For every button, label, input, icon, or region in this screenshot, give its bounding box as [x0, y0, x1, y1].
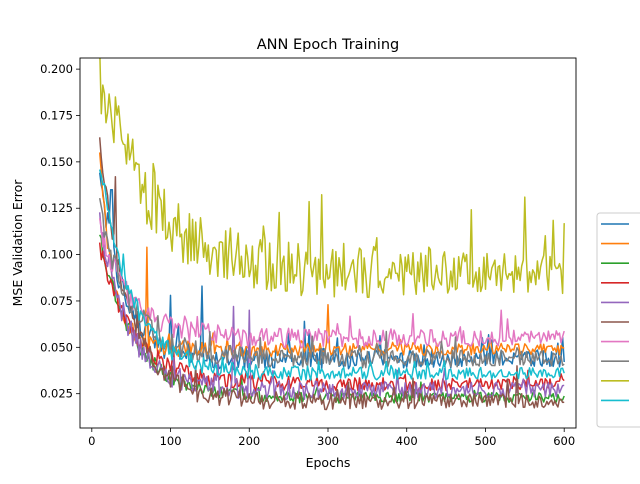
- y-tick-label: 0.200: [40, 62, 73, 76]
- series-line-9: [99, 58, 565, 299]
- x-tick-label: 0: [88, 434, 95, 448]
- legend-frame: [596, 212, 640, 428]
- x-tick-label: 200: [238, 434, 260, 448]
- x-axis-label: Epochs: [306, 455, 351, 470]
- y-tick-label: 0.150: [40, 155, 73, 169]
- y-axis-label: MSE Validation Error: [10, 179, 25, 307]
- series-layer: [98, 58, 565, 411]
- series-line-8: [98, 197, 565, 369]
- chart-title: ANN Epoch Training: [257, 37, 399, 53]
- y-tick-label: 0.075: [40, 294, 73, 308]
- legend: [596, 212, 640, 428]
- x-tick-label: 100: [160, 434, 182, 448]
- y-tick-label: 0.025: [40, 387, 73, 401]
- y-tick-label: 0.100: [40, 248, 73, 262]
- y-tick-label: 0.125: [40, 201, 73, 215]
- x-tick-label: 500: [474, 434, 496, 448]
- x-tick-label: 400: [396, 434, 418, 448]
- series-line-7: [98, 218, 565, 349]
- x-tick-label: 300: [317, 434, 339, 448]
- y-tick-label: 0.175: [40, 108, 73, 122]
- series-line-10: [98, 169, 565, 381]
- series-line-6: [98, 137, 565, 411]
- x-tick-label: 600: [553, 434, 575, 448]
- y-axis: 0.025 0.050 0.075 0.100 0.125 0.150 0.175 0.200: [40, 62, 80, 401]
- x-axis: 0 100 200 300 400 500 600: [88, 428, 575, 448]
- y-tick-label: 0.050: [40, 340, 73, 354]
